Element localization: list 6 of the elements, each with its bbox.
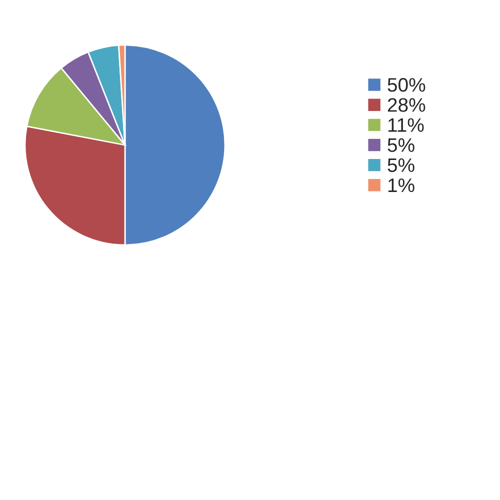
- legend-label: 11%: [388, 118, 424, 132]
- legend-label: 5%: [388, 138, 414, 152]
- legend-label: 50%: [388, 78, 426, 92]
- legend-label: 5%: [388, 158, 414, 172]
- legend-label: 1%: [388, 178, 414, 192]
- legend-label: 28%: [388, 98, 426, 112]
